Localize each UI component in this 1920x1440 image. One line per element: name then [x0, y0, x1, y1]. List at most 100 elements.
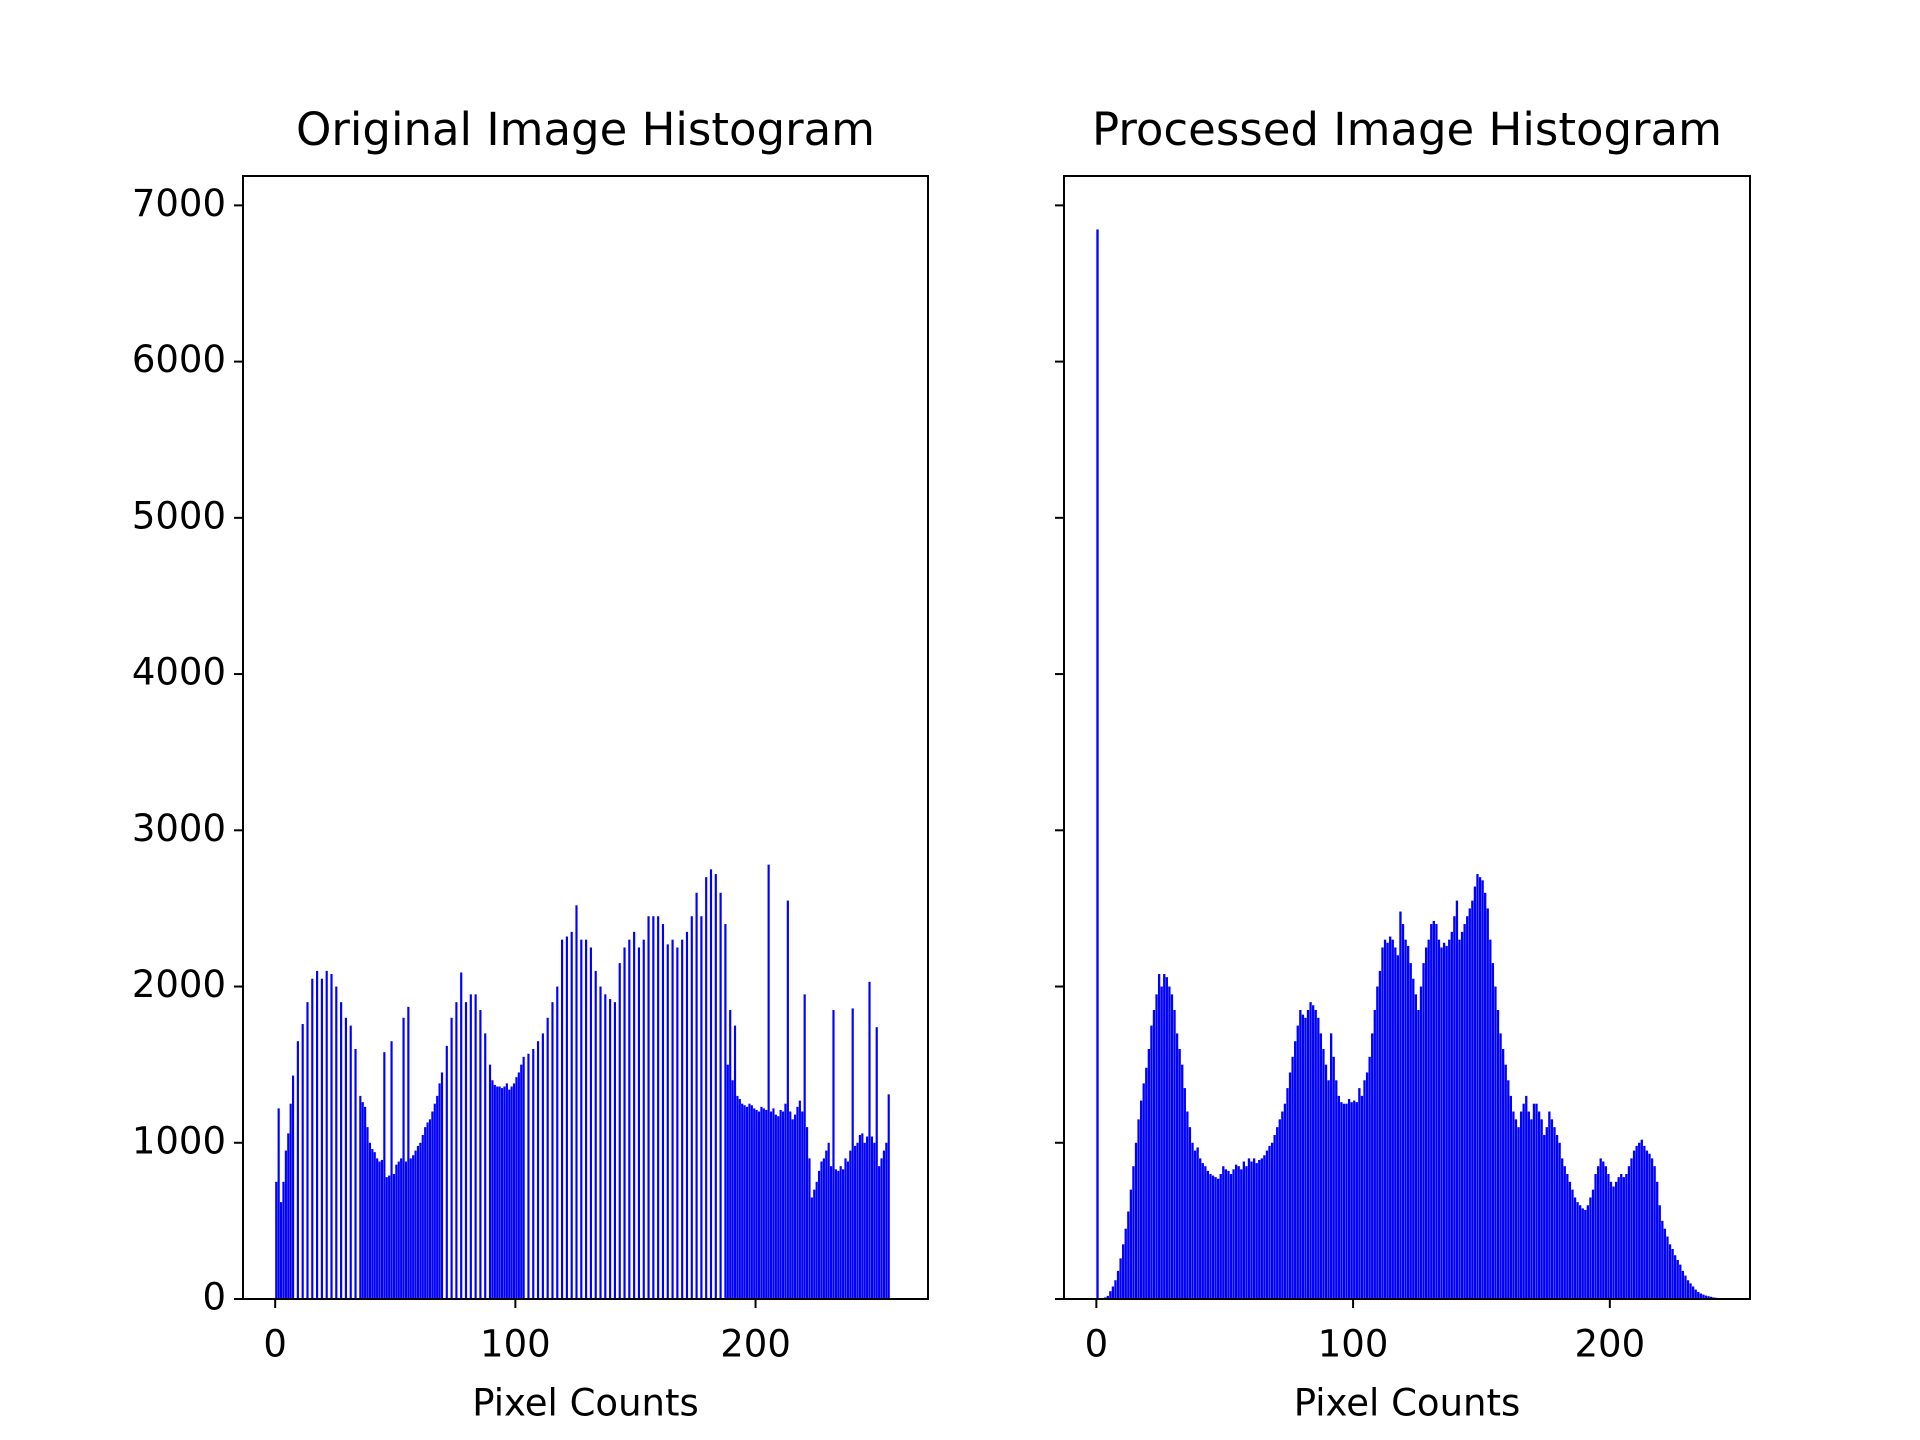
histogram-bar [729, 1009, 732, 1299]
histogram-bar [851, 1008, 854, 1299]
histogram-bar [837, 1170, 840, 1299]
histogram-bar [1214, 1177, 1217, 1299]
histogram-bar [1250, 1161, 1253, 1299]
histogram-bar [731, 1080, 734, 1299]
histogram-bar [878, 1166, 881, 1299]
histogram-bar [1301, 1014, 1305, 1299]
histogram-bar [424, 1127, 427, 1299]
histogram-bar [887, 1094, 890, 1299]
histogram-bar [791, 1119, 794, 1299]
histogram-bar [1563, 1166, 1566, 1299]
histogram-bar [815, 1181, 818, 1299]
histogram-bar [316, 970, 319, 1299]
histogram-bar [589, 947, 592, 1299]
histogram-bar [760, 1106, 763, 1299]
histogram-bar [364, 1106, 367, 1299]
histogram-bar [512, 1083, 516, 1299]
histogram-bar [1489, 939, 1492, 1299]
histogram-bar [745, 1106, 749, 1299]
histogram-bar [1294, 1041, 1297, 1299]
histogram-bar [426, 1122, 429, 1299]
histogram-bar [1486, 908, 1489, 1299]
histogram-bar [1422, 963, 1425, 1299]
histogram-bar [1445, 945, 1448, 1299]
histogram-bar [1229, 1174, 1233, 1299]
histogram-bar [1550, 1119, 1554, 1299]
histogram-bar [330, 974, 333, 1299]
histogram-bar [808, 1158, 811, 1299]
histogram-bar [1234, 1164, 1238, 1299]
histogram-bar [637, 947, 641, 1299]
histogram-bar [1507, 1080, 1510, 1299]
histogram-bar [1640, 1139, 1643, 1299]
histogram-bar [1360, 1095, 1364, 1299]
histogram-bar [1353, 1100, 1356, 1299]
histogram-bar [1268, 1145, 1271, 1299]
histogram-bar [1332, 1056, 1335, 1299]
histogram-bar [388, 1175, 391, 1299]
histogram-bar [1430, 924, 1433, 1299]
histogram-bar [633, 931, 636, 1299]
histogram-bar [1347, 1099, 1351, 1299]
histogram-bar [1314, 1009, 1317, 1299]
histogram-bar [1709, 1296, 1713, 1299]
histogram-bar [380, 1159, 384, 1299]
histogram-bar [397, 1161, 400, 1299]
histogram-bar [1319, 1033, 1323, 1299]
histogram-bar [1668, 1244, 1672, 1299]
histogram-bar [690, 916, 693, 1299]
histogram-bar [1129, 1189, 1133, 1299]
histogram-bar [1630, 1158, 1633, 1299]
histogram-bar [491, 1080, 494, 1299]
histogram-bar [1237, 1166, 1240, 1299]
histogram-bar [1494, 986, 1497, 1299]
histogram-bar [376, 1158, 379, 1299]
histogram-bar [736, 1095, 739, 1299]
histogram-bar [551, 1002, 554, 1299]
histogram-bar [779, 1109, 782, 1299]
histogram-bar [700, 916, 703, 1299]
histogram-bar [822, 1158, 825, 1299]
x-tick-label: 100 [1318, 1323, 1389, 1366]
histogram-bar [817, 1170, 821, 1299]
histogram-bar [738, 1099, 741, 1299]
histogram-bar [642, 939, 645, 1299]
histogram-bar [1596, 1166, 1600, 1299]
histogram-bar [416, 1145, 420, 1299]
histogram-bar [882, 1150, 886, 1299]
histogram-bar [1435, 924, 1438, 1299]
histogram-bar [1168, 986, 1171, 1299]
histogram-bar [743, 1105, 746, 1299]
histogram-bar [861, 1133, 864, 1299]
histogram-bar [1309, 1002, 1312, 1299]
histogram-bar [1306, 1009, 1310, 1299]
histogram-bar [1127, 1211, 1130, 1299]
histogram-bar [1442, 942, 1446, 1299]
histogram-bar [373, 1152, 376, 1299]
histogram-bar [1209, 1174, 1212, 1299]
histogram-bar [1553, 1127, 1556, 1299]
histogram-bar [414, 1150, 417, 1299]
histogram-bar [733, 1025, 737, 1299]
histogram-bar [306, 1002, 309, 1299]
histogram-bar [1440, 947, 1443, 1299]
histogram-bar [1543, 1134, 1546, 1299]
histogram-bar [844, 1158, 847, 1299]
histogram-bar [1407, 945, 1410, 1299]
histogram-bar [1466, 916, 1469, 1299]
histogram-bar [1178, 1049, 1181, 1299]
histogram-bar [565, 936, 568, 1299]
histogram-bar [1173, 1009, 1176, 1299]
y-tick-label: 7000 [132, 182, 226, 225]
histogram-bar [1386, 942, 1389, 1299]
histogram-bar [1463, 924, 1466, 1299]
histogram-bar [623, 947, 626, 1299]
histogram-bar [1242, 1161, 1245, 1299]
histogram-bar [493, 1084, 496, 1299]
histogram-bar [798, 1100, 801, 1299]
histogram-bar [1255, 1163, 1258, 1299]
histogram-bar [407, 1006, 410, 1299]
histogram-bar [1671, 1249, 1674, 1299]
histogram-bar [628, 939, 631, 1299]
